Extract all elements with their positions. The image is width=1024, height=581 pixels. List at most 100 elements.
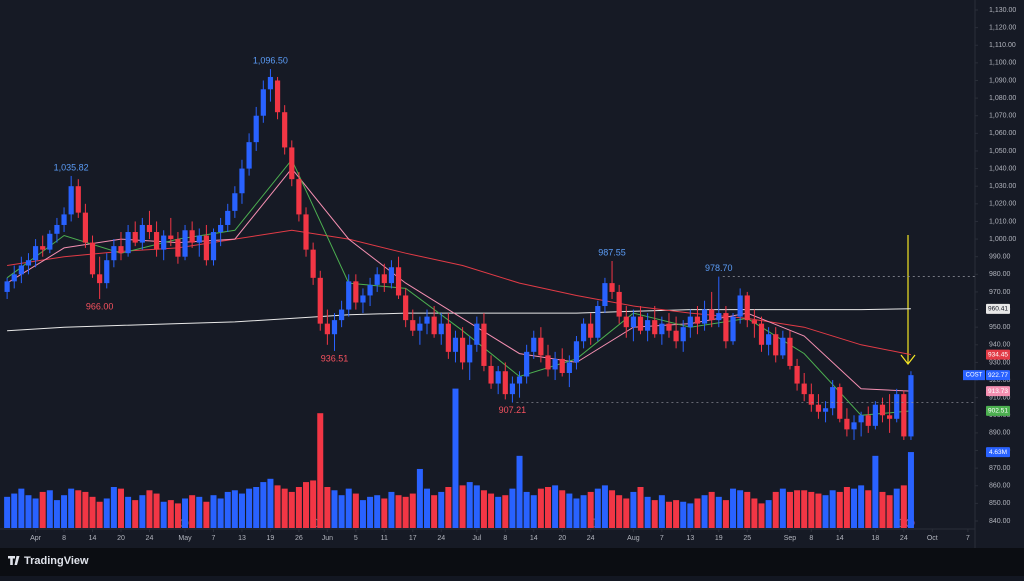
candle-body bbox=[495, 371, 501, 384]
candle-body bbox=[588, 323, 594, 338]
volume-bar bbox=[893, 488, 900, 528]
y-tick-label: 840.00 bbox=[989, 518, 1011, 525]
candle-body bbox=[673, 330, 679, 342]
candle-body bbox=[225, 210, 231, 225]
candle-body bbox=[901, 394, 907, 437]
volume-bar bbox=[495, 496, 502, 528]
candle-body bbox=[310, 249, 316, 278]
x-tick-label: 14 bbox=[89, 535, 97, 542]
y-tick-label: 930.00 bbox=[989, 359, 1011, 366]
candle-body bbox=[687, 316, 693, 328]
volume-bar bbox=[139, 495, 146, 528]
x-tick-label: 24 bbox=[900, 535, 908, 542]
volume-bar bbox=[751, 498, 758, 528]
volume-bar bbox=[117, 488, 124, 528]
volume-bar bbox=[680, 501, 687, 528]
y-tick-label: 980.00 bbox=[989, 271, 1011, 278]
x-tick-label: Oct bbox=[927, 535, 938, 542]
ma-tag-bg bbox=[986, 405, 1010, 416]
volume-bar bbox=[281, 488, 288, 528]
candle-body bbox=[317, 277, 323, 324]
volume-bar bbox=[89, 496, 96, 528]
volume-bar bbox=[217, 498, 224, 528]
y-tick-label: 950.00 bbox=[989, 324, 1011, 331]
candle-body bbox=[502, 371, 508, 395]
volume-bar bbox=[488, 493, 495, 528]
candle-body bbox=[360, 295, 366, 303]
candle-body bbox=[623, 316, 629, 328]
volume-bar bbox=[53, 500, 60, 528]
volume-bar bbox=[96, 501, 103, 528]
volume-bar bbox=[4, 496, 11, 528]
x-tick-label: 8 bbox=[62, 535, 66, 542]
x-tick-label: Jun bbox=[322, 535, 333, 542]
candle-body bbox=[410, 320, 416, 331]
volume-bar bbox=[160, 501, 167, 528]
volume-bar bbox=[452, 388, 459, 528]
candle-body bbox=[723, 313, 729, 342]
x-tick-label: 14 bbox=[530, 535, 538, 542]
volume-bars bbox=[4, 388, 914, 528]
price-annotation: 907.21 bbox=[499, 405, 527, 415]
candle-body bbox=[908, 375, 914, 437]
brand: TradingView bbox=[24, 555, 89, 567]
volume-bar bbox=[125, 496, 132, 528]
price-annotation: 966.00 bbox=[86, 301, 114, 311]
candle-body bbox=[701, 309, 708, 324]
candle-body bbox=[61, 214, 67, 225]
volume-bar bbox=[715, 496, 722, 528]
volume-bar bbox=[722, 500, 729, 528]
candle-body bbox=[886, 415, 893, 419]
ma-tag: 934.45 bbox=[988, 351, 1008, 358]
candle-body bbox=[445, 323, 451, 352]
volume-bar bbox=[801, 490, 808, 528]
volume-bar bbox=[331, 490, 338, 528]
volume-bar bbox=[900, 485, 907, 528]
candle-body bbox=[111, 246, 117, 261]
logo bbox=[8, 556, 20, 565]
y-tick-label: 1,060.00 bbox=[989, 130, 1016, 137]
price-annotation: 978.70 bbox=[705, 263, 733, 273]
candle-body bbox=[431, 316, 437, 335]
candle-body bbox=[559, 358, 565, 373]
volume-bar bbox=[39, 491, 46, 528]
candle-body bbox=[388, 267, 395, 284]
candle-body bbox=[751, 320, 757, 324]
y-tick-label: 1,030.00 bbox=[989, 183, 1016, 190]
x-tick-label: Jul bbox=[472, 535, 481, 542]
volume-bar bbox=[25, 495, 32, 528]
candle-body bbox=[274, 80, 281, 113]
y-tick-label: 940.00 bbox=[989, 342, 1011, 349]
volume-bar bbox=[61, 495, 68, 528]
volume-bar bbox=[530, 495, 537, 528]
candle-body bbox=[68, 186, 74, 215]
candle-body bbox=[339, 309, 345, 321]
volume-bar bbox=[395, 495, 402, 528]
volume-bar bbox=[338, 495, 345, 528]
candle-body bbox=[246, 142, 252, 169]
volume-bar bbox=[701, 495, 708, 528]
candle-body bbox=[552, 358, 558, 370]
volume-bar bbox=[210, 495, 217, 528]
candle-body bbox=[239, 168, 245, 194]
volume-bar bbox=[858, 485, 865, 528]
volume-tag-bg bbox=[986, 447, 1010, 458]
candle-body bbox=[766, 334, 772, 345]
candle-body bbox=[253, 115, 259, 143]
volume-bar bbox=[431, 495, 438, 528]
candle-body bbox=[730, 316, 736, 342]
candle-body bbox=[538, 337, 544, 356]
candle-body bbox=[744, 295, 750, 321]
candle-body bbox=[104, 260, 110, 284]
candle-body bbox=[182, 230, 188, 257]
y-tick-label: 1,120.00 bbox=[989, 24, 1016, 31]
y-tick-label: 1,080.00 bbox=[989, 95, 1016, 102]
x-tick-label: 7 bbox=[966, 535, 970, 542]
candle-body bbox=[844, 418, 850, 430]
candle-body bbox=[595, 306, 601, 338]
x-tick-label: 24 bbox=[437, 535, 445, 542]
volume-bar bbox=[196, 496, 203, 528]
candle-body bbox=[694, 316, 701, 324]
y-tick-label: 1,050.00 bbox=[989, 148, 1016, 155]
